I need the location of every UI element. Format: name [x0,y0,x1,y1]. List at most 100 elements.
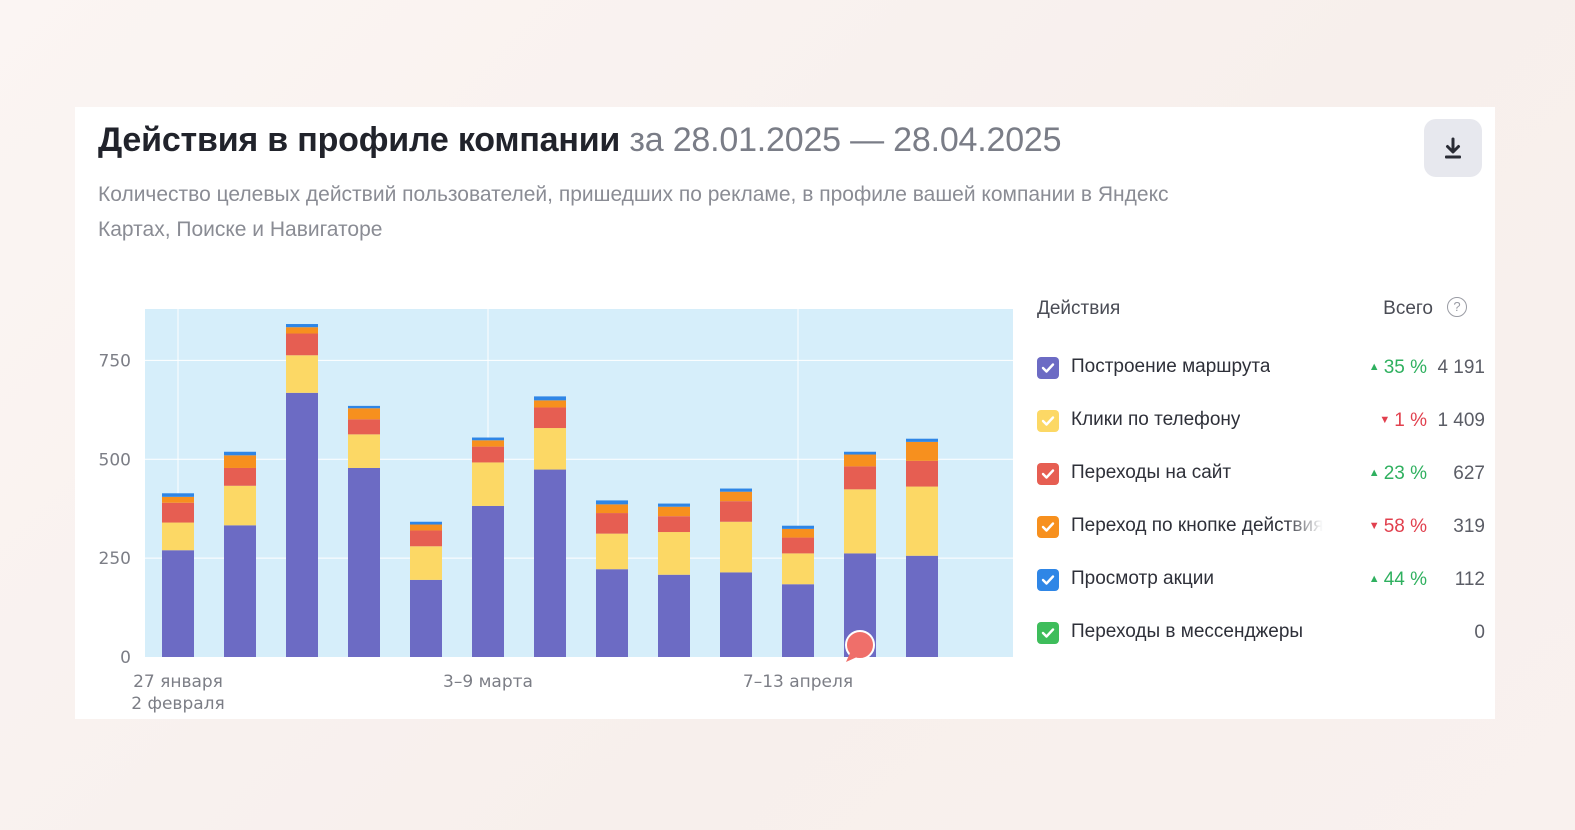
bar-segment [286,327,318,334]
x-tick-label: 27 января [133,672,223,692]
bar-segment [224,485,256,526]
x-tick-label: 2 февраля [131,694,225,714]
checkbox-checked-icon[interactable] [1037,410,1059,432]
triangle-up-icon: ▲ [1368,467,1380,479]
y-tick-label: 0 [120,648,131,668]
bar-segment [844,451,876,455]
bar-segment [348,434,380,468]
bar-segment [596,533,628,570]
legend-item-delta: ▲ 23 % [1369,463,1427,485]
annotation-marker-icon[interactable] [845,630,875,662]
bar-segment [906,438,938,442]
legend-item-label: Просмотр акции [1071,568,1215,589]
checkbox-checked-icon[interactable] [1037,357,1059,379]
legend-item[interactable]: Клики по телефону ▼ 1 % 1 409 [1037,400,1485,453]
legend-item-total: 112 [1454,569,1485,590]
bar-segment [534,407,566,429]
bar-segment [534,469,566,657]
bar-segment [162,496,194,503]
delta-value: 58 % [1383,516,1427,537]
bar-segment [844,489,876,554]
bar-segment [286,355,318,393]
bar-segment [410,579,442,657]
bar-segment [472,446,504,463]
bar-segment [348,408,380,420]
help-icon[interactable]: ? [1447,297,1467,317]
bar-segment [720,491,752,502]
bar-segment [534,396,566,401]
checkbox-checked-icon[interactable] [1037,516,1059,538]
legend: Действия Всего ? Построение маршрута ▲ 35 … [1037,295,1485,665]
delta-value: 44 % [1383,569,1427,590]
bar-segment [782,528,814,538]
delta-value: 35 % [1383,357,1427,378]
bar-segment [410,546,442,580]
checkbox-checked-icon[interactable] [1037,569,1059,591]
bar-segment [720,572,752,657]
legend-item-total: 627 [1453,463,1485,484]
bar-segment [658,516,690,533]
bar-segment [348,419,380,435]
legend-item[interactable]: Просмотр акции ▲ 44 % 112 [1037,559,1485,612]
download-icon [1445,137,1461,159]
card-title: Действия в профиле компании за 28.01.202… [98,121,1062,160]
bar-segment [782,584,814,657]
legend-heading: Действия [1037,298,1121,319]
bar-segment [782,537,814,554]
legend-item-label: Переход по кнопке действия [1071,515,1324,536]
bar-segment [472,462,504,506]
plot-area [145,309,1013,657]
bar-segment [720,521,752,573]
legend-item-total: 0 [1474,622,1485,643]
legend-item[interactable]: Переходы на сайт ▲ 23 % 627 [1037,453,1485,506]
legend-item[interactable]: Переход по кнопке действия ▼ 58 % 319 [1037,506,1485,559]
bar-segment [906,441,938,461]
x-tick-label: 3–9 марта [443,672,533,692]
legend-item-label: Переходы в мессенджеры [1071,621,1304,642]
triangle-down-icon: ▼ [1379,414,1391,426]
bar-segment [658,574,690,657]
download-button[interactable] [1424,119,1482,177]
checkbox-checked-icon[interactable] [1037,622,1059,644]
legend-item[interactable]: Построение маршрута ▲ 35 % 4 191 [1037,347,1485,400]
bar-segment [224,467,256,486]
bar-segment [658,506,690,517]
stats-card: Действия в профиле компании за 28.01.202… [75,107,1495,719]
legend-item-total: 1 409 [1437,410,1485,431]
bar-segment [224,451,256,456]
bar-segment [410,524,442,531]
bar-segment [596,504,628,514]
bar-segment [286,333,318,356]
legend-item-label: Клики по телефону [1071,409,1241,430]
card-subtitle: Количество целевых действий пользователе… [98,183,1169,241]
legend-total-heading: Всего [1383,298,1433,319]
bar-segment [596,513,628,534]
legend-item[interactable]: Переходы в мессенджеры 0 [1037,612,1485,665]
bar-segment [472,440,504,447]
bar-segment [658,532,690,575]
bar-segment [720,488,752,492]
bar-segment [844,454,876,467]
bar-segment [410,530,442,547]
legend-item-label: Переходы на сайт [1071,462,1232,483]
bar-segment [720,501,752,522]
checkbox-checked-icon[interactable] [1037,463,1059,485]
bar-segment [906,486,938,556]
triangle-up-icon: ▲ [1368,361,1380,373]
delta-value: 23 % [1383,463,1427,484]
delta-value: 1 % [1394,410,1427,431]
title-text: Действия в профиле компании [98,121,621,159]
bar-segment [844,466,876,490]
y-tick-label: 500 [99,450,131,470]
bar-segment [534,400,566,408]
triangle-up-icon: ▲ [1368,573,1380,585]
bar-segment [224,525,256,657]
legend-item-label: Построение маршрута [1071,356,1271,377]
bar-segment [286,324,318,328]
bar-segment [348,467,380,657]
legend-item-total: 319 [1453,516,1485,537]
bar-segment [162,502,194,523]
bar-segment [410,521,442,525]
bar-segment [782,525,814,529]
